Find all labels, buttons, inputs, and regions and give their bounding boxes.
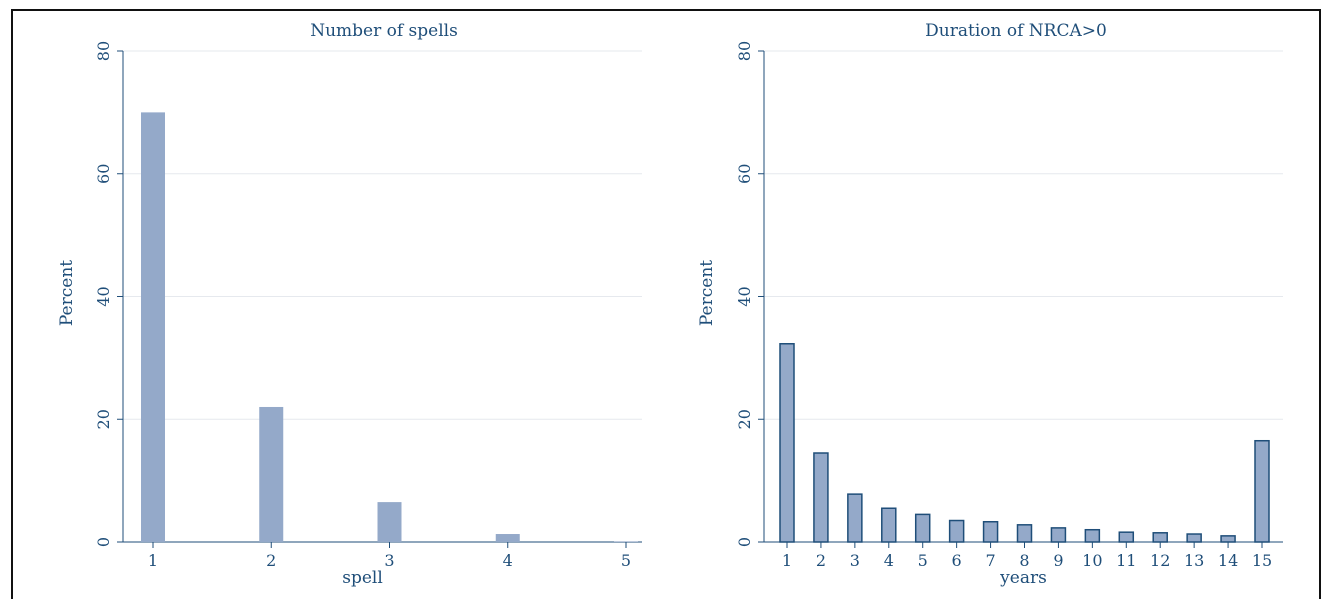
bar bbox=[377, 502, 402, 542]
y-axis-label: Percent bbox=[697, 260, 717, 326]
x-tick-label: 13 bbox=[1184, 551, 1204, 570]
y-tick-label: 40 bbox=[735, 286, 754, 306]
x-tick-label: 6 bbox=[952, 551, 962, 570]
bar bbox=[1220, 535, 1236, 543]
x-tick-label: 8 bbox=[1019, 551, 1029, 570]
bar bbox=[1186, 533, 1202, 543]
x-tick-label: 4 bbox=[503, 551, 513, 570]
bar bbox=[847, 493, 863, 543]
y-tick-label: 0 bbox=[94, 537, 113, 547]
x-tick-label: 3 bbox=[850, 551, 860, 570]
y-tick-label: 60 bbox=[735, 164, 754, 184]
x-tick-label: 1 bbox=[148, 551, 158, 570]
bar bbox=[881, 507, 897, 543]
y-tick-label: 60 bbox=[94, 164, 113, 184]
bar bbox=[1084, 528, 1101, 543]
y-tick-label: 80 bbox=[735, 41, 754, 61]
x-tick-label: 11 bbox=[1116, 551, 1136, 570]
bar bbox=[779, 343, 795, 543]
x-tick-label: 15 bbox=[1252, 551, 1272, 570]
bar bbox=[614, 541, 638, 542]
y-axis-label: Percent bbox=[57, 260, 77, 326]
x-tick-label: 5 bbox=[621, 551, 631, 570]
bar bbox=[1016, 524, 1033, 543]
x-tick-label: 12 bbox=[1150, 551, 1170, 570]
x-axis-label: years bbox=[999, 568, 1047, 588]
x-tick-label: 9 bbox=[1053, 551, 1063, 570]
x-tick-label: 4 bbox=[884, 551, 894, 570]
bar bbox=[1152, 532, 1168, 543]
x-tick-label: 10 bbox=[1082, 551, 1102, 570]
chart-title: Duration of NRCA>0 bbox=[925, 21, 1107, 41]
chart-title: Number of spells bbox=[310, 21, 458, 41]
bar bbox=[982, 520, 999, 543]
bar bbox=[259, 406, 284, 542]
bar bbox=[813, 452, 829, 543]
bar bbox=[1254, 439, 1270, 543]
y-tick-label: 40 bbox=[94, 286, 113, 306]
x-tick-label: 7 bbox=[985, 551, 995, 570]
figure-frame bbox=[11, 9, 1321, 599]
bar bbox=[1118, 531, 1135, 543]
bar bbox=[948, 519, 965, 543]
bar bbox=[141, 112, 165, 542]
y-tick-label: 80 bbox=[94, 41, 113, 61]
bar bbox=[1050, 527, 1067, 543]
y-tick-label: 0 bbox=[735, 537, 754, 547]
x-tick-label: 3 bbox=[384, 551, 394, 570]
y-tick-label: 20 bbox=[735, 409, 754, 429]
x-tick-label: 14 bbox=[1218, 551, 1238, 570]
chart-panel-1: 0 20 40 60 80 1 2 3 4 5 Number of spells spell Perce… bbox=[57, 21, 642, 588]
bar bbox=[495, 534, 520, 542]
x-tick-label: 2 bbox=[816, 551, 826, 570]
y-tick-label: 20 bbox=[94, 409, 113, 429]
x-tick-label: 1 bbox=[782, 551, 792, 570]
bar bbox=[914, 513, 931, 543]
x-tick-label: 2 bbox=[266, 551, 276, 570]
x-axis-label: spell bbox=[342, 568, 383, 588]
x-tick-label: 5 bbox=[918, 551, 928, 570]
